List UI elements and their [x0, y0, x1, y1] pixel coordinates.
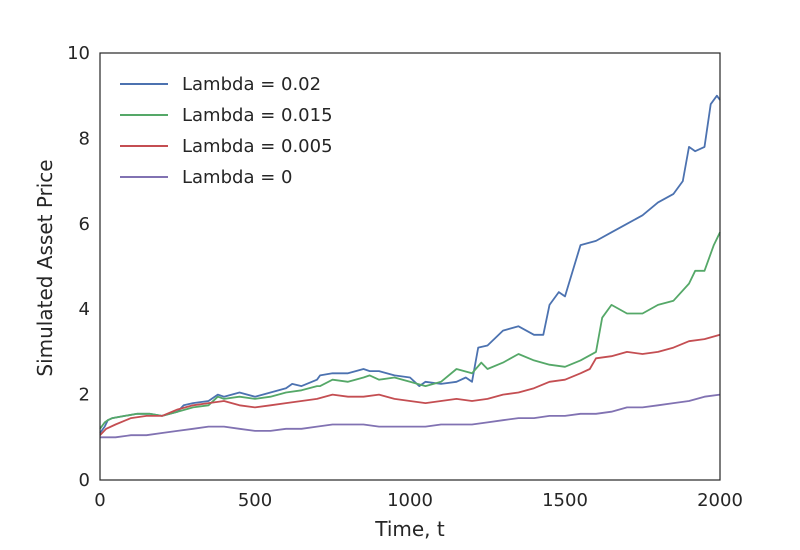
x-axis-label: Time, t — [374, 517, 445, 541]
x-tick-label: 1000 — [387, 490, 433, 511]
y-tick-label: 8 — [79, 128, 90, 149]
series-line-1 — [99, 231, 721, 430]
series-line-3 — [100, 393, 721, 439]
x-tick-label: 1500 — [542, 490, 588, 511]
x-tick-label: 500 — [238, 490, 272, 511]
series-line-0 — [99, 94, 721, 434]
x-tick-label: 2000 — [697, 490, 743, 511]
y-tick-label: 0 — [79, 470, 90, 491]
series-line-2 — [99, 333, 721, 436]
series-layer — [99, 94, 721, 439]
y-tick-label: 10 — [67, 43, 90, 64]
legend-label-1: Lambda = 0.015 — [182, 105, 333, 126]
legend-label-3: Lambda = 0 — [182, 167, 292, 188]
legend-label-2: Lambda = 0.005 — [182, 136, 333, 157]
x-tick-label: 0 — [94, 490, 105, 511]
y-tick-label: 6 — [79, 214, 90, 235]
legend: Lambda = 0.02 Lambda = 0.015 Lambda = 0.00… — [120, 74, 333, 188]
legend-label-0: Lambda = 0.02 — [182, 74, 321, 95]
y-tick-label: 2 — [79, 385, 90, 406]
y-tick-label: 4 — [79, 299, 90, 320]
axes-layer: 0 500 1000 1500 2000 0 2 4 6 8 10 — [67, 43, 743, 511]
y-axis-label: Simulated Asset Price — [33, 159, 57, 376]
plot-frame — [99, 52, 721, 481]
